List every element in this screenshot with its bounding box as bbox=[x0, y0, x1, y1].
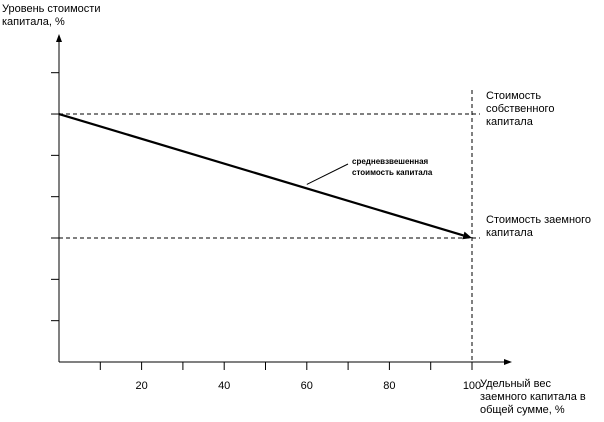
x-tick-label: 100 bbox=[463, 380, 481, 392]
wacc-annotation: средневзвешенная стоимость капитала bbox=[352, 157, 433, 177]
series bbox=[58, 112, 472, 240]
x-tick-label: 80 bbox=[383, 380, 395, 392]
wacc-line-arrow bbox=[462, 231, 472, 240]
tick-labels: 20 40 60 80 100 bbox=[135, 380, 481, 392]
x-tick-label: 60 bbox=[301, 380, 313, 392]
annotation-leader bbox=[306, 163, 349, 185]
axes bbox=[56, 34, 512, 365]
equity-cost-label: Стоимость собственного капитала bbox=[486, 90, 555, 128]
reference-lines bbox=[59, 90, 480, 362]
ticks bbox=[51, 72, 473, 370]
x-tick-label: 20 bbox=[135, 380, 147, 392]
y-axis-arrow bbox=[56, 34, 62, 42]
x-axis-arrow bbox=[504, 359, 512, 365]
debt-cost-label: Стоимость заемного капитала bbox=[486, 214, 592, 239]
x-axis-label: Удельный вес заемного капитала в общей с… bbox=[480, 378, 586, 416]
y-axis-label: Уровень стоимости капитала, % bbox=[2, 3, 101, 28]
wacc-line bbox=[58, 112, 464, 237]
x-tick-label: 40 bbox=[218, 380, 230, 392]
